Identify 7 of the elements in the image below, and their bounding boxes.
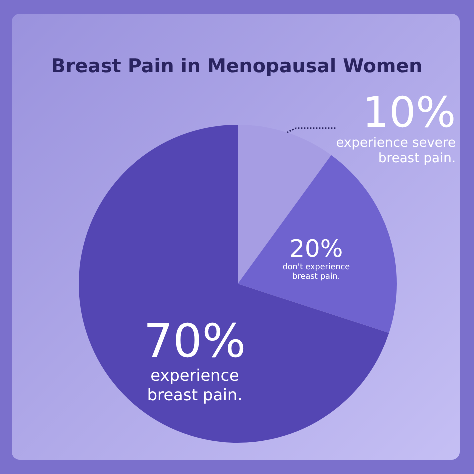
slice-label: experience breast pain. xyxy=(147,366,243,404)
chart-title: Breast Pain in Menopausal Women xyxy=(51,56,423,78)
data-label: 10% xyxy=(362,88,456,137)
slice-label: don't experience breast pain. xyxy=(282,262,350,282)
data-label: 20% xyxy=(290,234,344,263)
data-label: 70% xyxy=(144,314,246,368)
slice-label: experience severe breast pain. xyxy=(336,136,456,166)
